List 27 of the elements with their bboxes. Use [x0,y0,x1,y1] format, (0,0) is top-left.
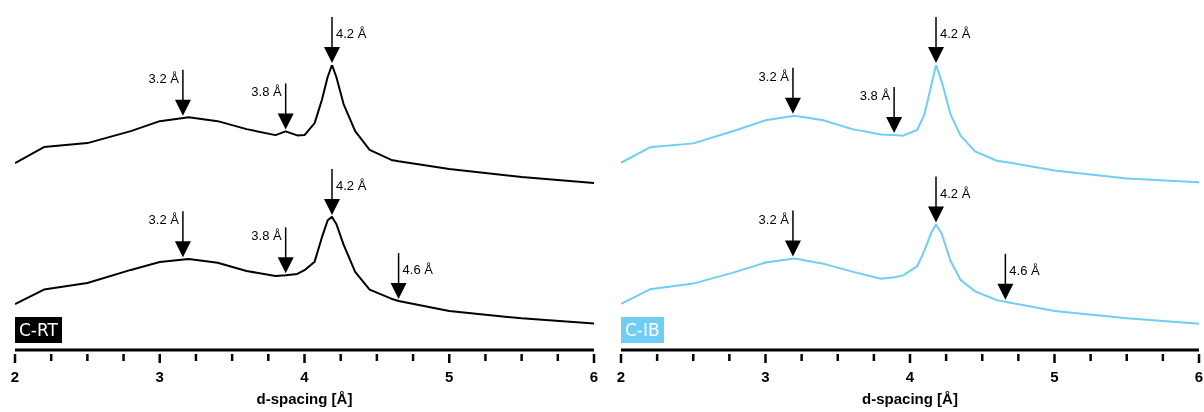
x-tick-label: 5 [445,368,454,385]
annotation: 3.2 Å [758,211,790,227]
x-tick-label: 4 [905,368,915,385]
annotation: 3.8 Å [859,88,891,104]
x-tick-label: 5 [1050,368,1059,385]
annotation: 3.2 Å [148,70,180,86]
x-axis-title: d-spacing [Å] [256,390,353,407]
text: C-IB [621,317,664,343]
annotation: 4.2 Å [940,26,971,41]
x-tick-label: 6 [589,368,599,385]
annotation: 4.6 Å [1009,262,1041,278]
x-tick-label: 3 [155,368,164,385]
x-tick-label: 6 [1194,368,1204,385]
annotation: 3.8 Å [251,84,283,100]
annotation: 3.2 Å [758,68,790,84]
x-tick-label: 4 [300,368,310,385]
x-axis-title: d-spacing [Å] [862,390,958,407]
annotation: 3.8 Å [251,228,283,244]
text: C-RT [15,317,62,343]
annotation: 4.6 Å [402,261,434,277]
annotation: 4.2 Å [336,26,367,41]
x-tick-label: 2 [10,368,20,385]
x-tick-label: 2 [616,368,626,385]
annotation: 4.2 Å [336,177,367,193]
annotation: 4.2 Å [940,185,971,201]
x-tick-label: 3 [761,368,770,385]
annotation: 3.2 Å [148,212,180,228]
